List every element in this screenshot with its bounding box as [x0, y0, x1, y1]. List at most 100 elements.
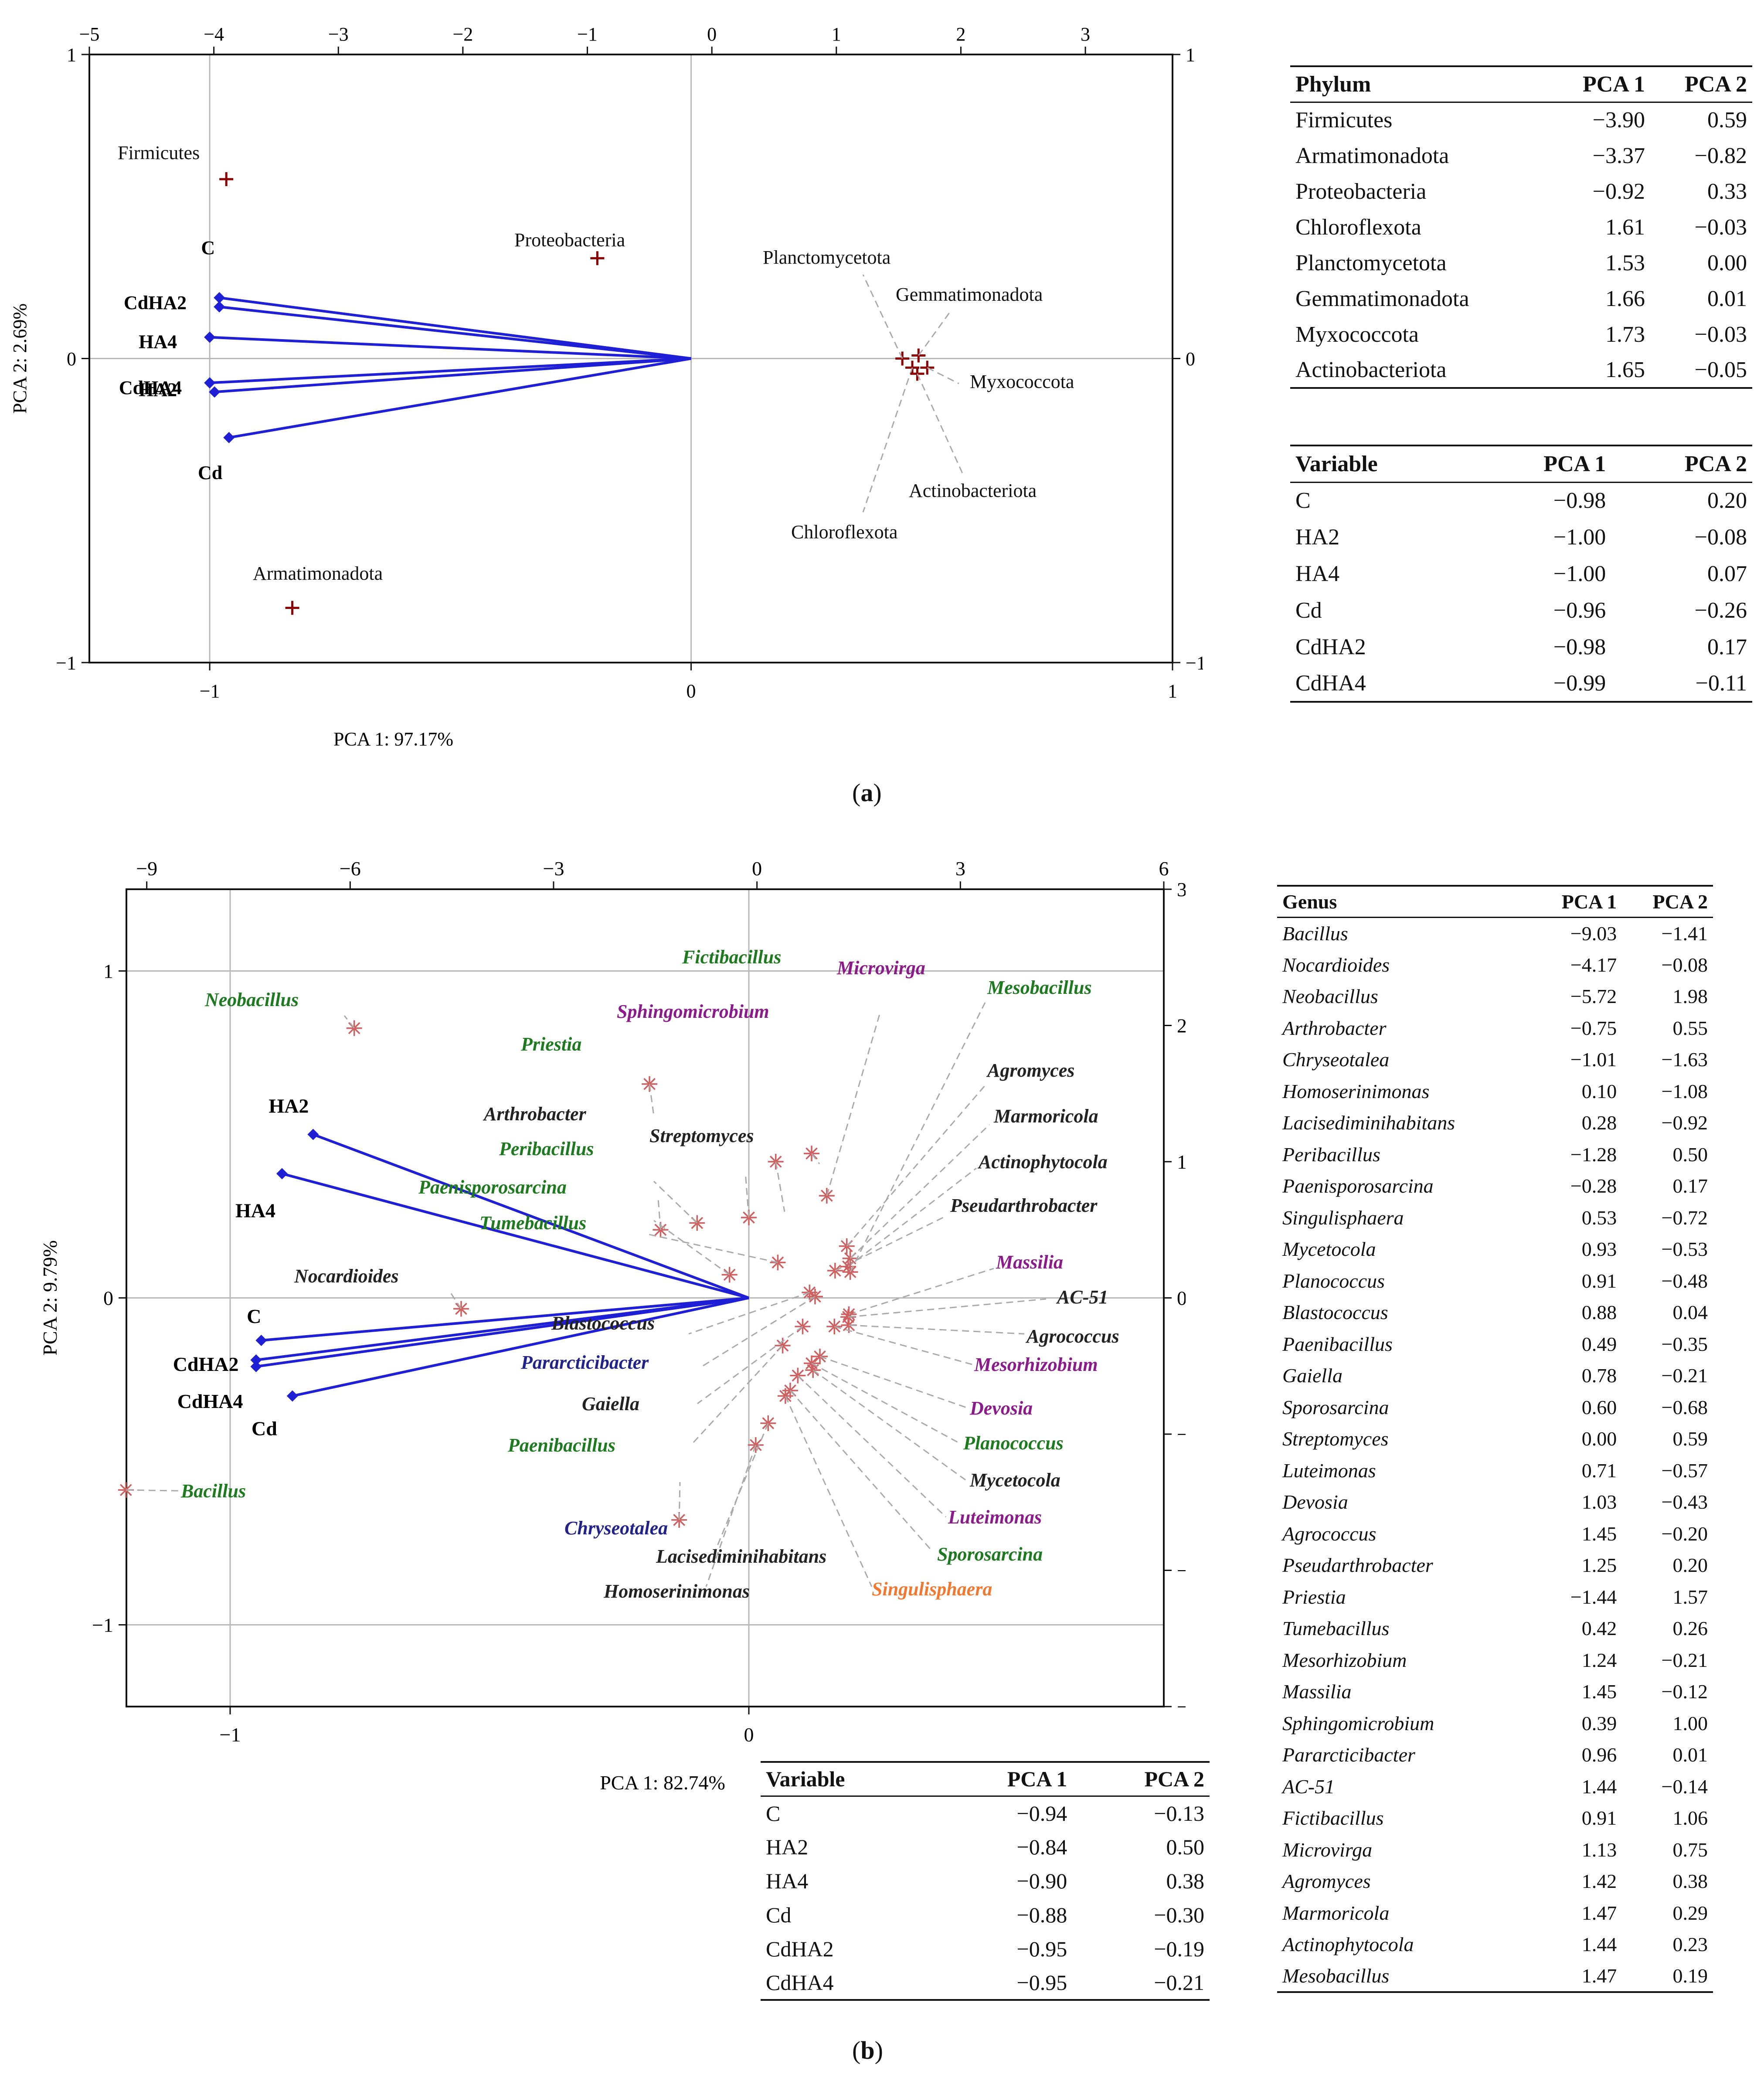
table-row: Fictibacillus 0.91 1.06	[1277, 1802, 1713, 1834]
table-cell: Nocardioides	[1282, 953, 1390, 976]
table-cell: −1.41	[1661, 922, 1708, 945]
right-tick-label: 0	[1177, 1287, 1186, 1309]
table-cell: −0.30	[1154, 1903, 1204, 1927]
table-cell: −0.92	[1592, 179, 1645, 204]
marker-stroke	[654, 1224, 667, 1236]
vector-marker-ha2	[204, 377, 216, 389]
table-cell: 0.49	[1581, 1333, 1617, 1355]
table-cell: HA4	[1295, 561, 1340, 586]
table-cell: 0.75	[1672, 1838, 1708, 1861]
leader-line	[775, 1161, 785, 1212]
point-pseudarthrobacter	[827, 1262, 843, 1279]
bottom-tick-label: −1	[200, 680, 220, 702]
vector-label-cd: Cd	[198, 462, 222, 483]
loading-vector-ha4	[282, 1172, 749, 1299]
table-cell: Lacisediminihabitans	[1282, 1112, 1455, 1134]
leader-line	[850, 1124, 990, 1259]
table-cell: 0.55	[1672, 1017, 1708, 1039]
table-row: Homoserinimonas 0.10 −1.08	[1277, 1075, 1713, 1107]
table-cell: HA4	[766, 1869, 809, 1893]
right-tick-label: −1	[1177, 1423, 1186, 1445]
right-tick-label: 1	[1177, 1151, 1186, 1173]
leader-line	[649, 1084, 655, 1116]
leader-line	[850, 1002, 986, 1272]
table-cell: −0.03	[1694, 214, 1747, 240]
top-tick-label: −5	[79, 24, 100, 45]
table-cell: CdHA2	[1295, 634, 1366, 660]
table-cell: 1.45	[1581, 1680, 1617, 1703]
table-cell: Marmoricola	[1282, 1901, 1390, 1924]
point-label-lacisediminihabitans: Lacisediminihabitans	[656, 1546, 826, 1567]
point-label-massilia: Massilia	[996, 1251, 1063, 1273]
right-tick-label: 3	[1177, 878, 1186, 901]
table-cell: −0.98	[1553, 634, 1606, 660]
point-label-mycetocola: Mycetocola	[969, 1469, 1060, 1491]
leader-line	[653, 1220, 730, 1275]
table-cell: Sporosarcina	[1282, 1396, 1389, 1418]
table-cell: 0.50	[1672, 1143, 1708, 1166]
leader-line	[705, 1445, 757, 1587]
table-cell: −0.21	[1154, 1970, 1204, 1995]
loading-vector-cd	[292, 1296, 749, 1398]
point-bacillus	[118, 1482, 134, 1498]
table-cell: Agrococcus	[1282, 1522, 1377, 1545]
table-cell: 1.66	[1605, 286, 1645, 311]
table-cell: 0.93	[1581, 1238, 1617, 1261]
table-cell: 0.00	[1581, 1428, 1617, 1450]
table-cell: −0.92	[1661, 1112, 1708, 1134]
leader-line	[849, 1268, 994, 1315]
table-cell: 0.07	[1707, 561, 1747, 586]
table-row: Marmoricola 1.47 0.29	[1277, 1897, 1713, 1929]
loading-vector-ha2	[313, 1133, 750, 1299]
table-cell: −1.28	[1570, 1143, 1617, 1166]
leader-line	[744, 1172, 750, 1218]
table-cell: Arthrobacter	[1282, 1017, 1387, 1039]
table-cell: −0.48	[1661, 1269, 1708, 1292]
loading-vector-c	[261, 1296, 749, 1342]
table-cell: −0.11	[1695, 670, 1747, 696]
table-cell: −0.26	[1694, 598, 1747, 623]
point-label-peribacillus: Peribacillus	[499, 1138, 594, 1160]
leader-line	[811, 1153, 820, 1164]
right-tick-label: −1	[1186, 652, 1203, 673]
loading-vector-c	[219, 296, 691, 360]
table-cell: 0.38	[1672, 1870, 1708, 1893]
table-header: Variable	[766, 1767, 845, 1792]
table-cell: −4.17	[1570, 953, 1617, 976]
marker-stroke	[673, 1514, 685, 1526]
point-label-actinobacteriota: Actinobacteriota	[909, 480, 1037, 501]
left-tick-label: 1	[103, 960, 113, 983]
leader-line	[834, 1326, 972, 1365]
table-cell: −0.96	[1553, 598, 1606, 623]
table-cell: −0.03	[1694, 322, 1747, 347]
leader-line	[835, 1215, 946, 1272]
marker-stroke	[796, 1320, 809, 1333]
table-cell: Agromyces	[1282, 1870, 1371, 1893]
table-cell: 0.01	[1707, 286, 1747, 311]
table-cell: Fictibacillus	[1282, 1807, 1384, 1829]
leader-line	[645, 1233, 778, 1263]
table-cell: Chryseotalea	[1282, 1048, 1390, 1071]
table-row: Arthrobacter −0.75 0.55	[1277, 1012, 1713, 1044]
table-row: Mycetocola 0.93 −0.53	[1277, 1234, 1713, 1265]
point-label-microvirga: Microvirga	[836, 957, 925, 979]
table-cell: Tumebacillus	[1282, 1617, 1390, 1640]
variable-loadings-table-b: Variable PCA 1 PCA 2 C −0.94 −0.13 HA2 −0.84 0.5…	[761, 1761, 1210, 2001]
table-cell: 1.25	[1581, 1554, 1617, 1577]
table-row: HA2 −0.84 0.50	[761, 1830, 1210, 1864]
table-row: Chryseotalea −1.01 −1.63	[1277, 1044, 1713, 1076]
table-cell: −0.68	[1661, 1396, 1708, 1418]
vector-marker-cdha2	[250, 1354, 262, 1366]
table-cell: 1.53	[1605, 250, 1645, 275]
top-tick-label: −2	[452, 24, 473, 45]
table-row: Sphingomicrobium 0.39 1.00	[1277, 1707, 1713, 1739]
leader-line	[797, 1375, 947, 1518]
right-tick-label: 2	[1177, 1015, 1186, 1037]
table-cell: −0.21	[1661, 1649, 1708, 1671]
table-cell: C	[1295, 488, 1311, 513]
table-row: Actinobacteriota 1.65 −0.05	[1290, 352, 1752, 388]
point-label-mesorhizobium: Mesorhizobium	[974, 1354, 1098, 1375]
table-cell: 0.60	[1581, 1396, 1617, 1418]
table-cell: −0.08	[1661, 953, 1708, 976]
table-cell: Priestia	[1282, 1585, 1346, 1608]
